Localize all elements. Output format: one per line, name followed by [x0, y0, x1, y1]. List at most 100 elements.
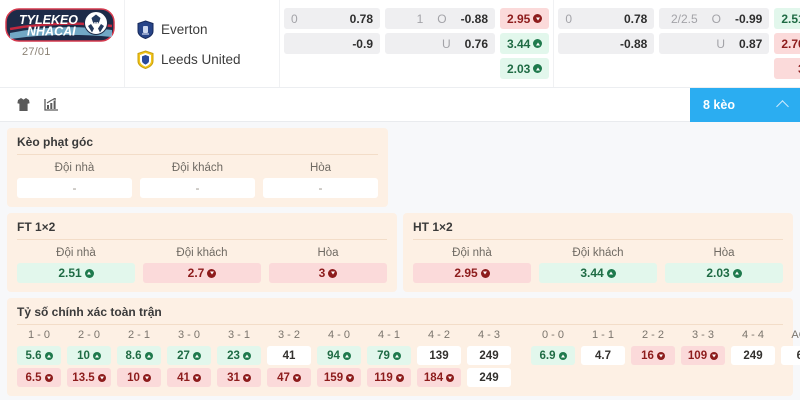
odds-value: 139	[429, 349, 449, 362]
handicap-cell[interactable]: -0.88	[558, 33, 655, 54]
arrow-up-icon	[533, 64, 543, 73]
arrow-up-icon	[558, 351, 567, 360]
correct-score-cell[interactable]: 109	[681, 346, 725, 365]
site-logo: TYLEKEO NHACAI VIN	[5, 8, 115, 42]
correct-score-header: 1 - 0	[27, 329, 50, 341]
ht-value-draw[interactable]: 2.03	[665, 263, 783, 283]
correct-score-cell[interactable]: 23	[217, 346, 261, 365]
leeds-crest-icon	[137, 49, 154, 69]
correct-score-header: 2 - 0	[77, 329, 100, 341]
correct-score-header: 3 - 1	[227, 329, 250, 341]
correct-score-cell[interactable]: 94	[317, 346, 361, 365]
correct-score-cell[interactable]: 10	[117, 368, 161, 387]
correct-score-cell[interactable]: 13.5	[67, 368, 111, 387]
correct-score-cell[interactable]: 5.6	[17, 346, 61, 365]
corner-value-home[interactable]: -	[17, 178, 132, 198]
correct-score-cell[interactable]: 41	[167, 368, 211, 387]
arrow-up-icon	[732, 268, 742, 278]
correct-score-cell[interactable]: 10	[67, 346, 111, 365]
arrow-down-icon	[207, 268, 217, 278]
correct-score-cell[interactable]: 16	[631, 346, 675, 365]
svg-text:TYLEKEO: TYLEKEO	[19, 13, 78, 27]
correct-score-cell[interactable]: 249	[731, 346, 775, 365]
odds-value: 4.7	[595, 349, 611, 362]
away-team-row[interactable]: Leeds United	[137, 44, 279, 74]
arrow-up-icon	[192, 351, 201, 360]
correct-score-cell[interactable]: 47	[267, 368, 311, 387]
correct-score-cell[interactable]: 64	[781, 346, 800, 365]
corner-col-home: Đội nhà -	[17, 158, 132, 198]
price-cell[interactable]: 2.03	[500, 58, 550, 79]
arrow-down-icon	[328, 268, 338, 278]
svg-text:NHACAI: NHACAI	[27, 25, 76, 39]
correct-score-header: 1 - 1	[591, 329, 614, 341]
ht-value-home[interactable]: 2.95	[413, 263, 531, 283]
correct-score-cell[interactable]: 184	[417, 368, 461, 387]
correct-score-cell[interactable]: 119	[367, 368, 411, 387]
ht-row: Đội nhà 2.95 Đội khách 3.44 Hòa	[413, 243, 783, 283]
correct-score-cell[interactable]: 8.6	[117, 346, 161, 365]
panel-title: Tỷ số chính xác toàn trận	[17, 305, 783, 325]
correct-score-header: 3 - 0	[177, 329, 200, 341]
panel-title: Kèo phạt góc	[17, 135, 378, 155]
panel-ht-1x2: HT 1×2 Đội nhà 2.95 Đội khách 3.44	[403, 213, 793, 292]
correct-score-cell[interactable]: 6.5	[17, 368, 61, 387]
odds-value: 41	[282, 349, 296, 362]
overunder-cell[interactable]: U 0.76	[385, 33, 495, 54]
ou-line: 1	[416, 11, 424, 26]
odds-value: 249	[743, 349, 763, 362]
ft-value-draw[interactable]: 3	[269, 263, 387, 283]
column-header: Đội khách	[176, 247, 228, 259]
overunder-cell[interactable]: U 0.87	[659, 33, 770, 54]
handicap-cell[interactable]: -0.9	[284, 33, 380, 54]
ft-value-home[interactable]: 2.51	[17, 263, 135, 283]
ou-line: 2/2.5	[670, 11, 698, 26]
price-cell[interactable]: 2.51	[774, 8, 800, 29]
correct-score-cell[interactable]: 41	[267, 346, 311, 365]
price-cell[interactable]: 3.44	[500, 33, 550, 54]
ou-side: U	[716, 36, 725, 51]
arrow-down-icon	[292, 373, 301, 382]
ft-col-draw: Hòa 3	[269, 243, 387, 283]
correct-score-cell[interactable]: 249	[467, 346, 511, 365]
correct-score-cell[interactable]: 4.7	[581, 346, 625, 365]
odds-row: 3	[558, 58, 800, 79]
price-cell[interactable]: 3	[774, 58, 800, 79]
handicap-line: 0	[565, 11, 573, 26]
arrow-down-icon	[710, 351, 719, 360]
ou-side: U	[441, 36, 451, 51]
price-cell[interactable]: 2.70	[774, 33, 800, 54]
panel-title: FT 1×2	[17, 220, 387, 240]
correct-score-cell[interactable]: 159	[317, 368, 361, 387]
ft-col-away: Đội khách 2.7	[143, 243, 261, 283]
corner-value-away[interactable]: -	[140, 178, 255, 198]
corner-value-draw[interactable]: -	[263, 178, 378, 198]
chart-icon[interactable]	[37, 94, 65, 116]
away-team-name: Leeds United	[161, 51, 241, 67]
odds-row: 0 0.78 1 O -0.88 2.95	[284, 8, 550, 29]
arrow-down-icon	[192, 373, 201, 382]
handicap-price: -0.9	[352, 36, 373, 51]
overunder-cell[interactable]: 1 O -0.88	[385, 8, 495, 29]
handicap-cell[interactable]: 0 0.78	[558, 8, 655, 29]
correct-score-cell[interactable]: 79	[367, 346, 411, 365]
column-header: Đội nhà	[54, 162, 95, 174]
correct-score-cell[interactable]: 27	[167, 346, 211, 365]
correct-score-cell[interactable]: 249	[467, 368, 511, 387]
correct-score-column: AOS 64	[781, 328, 800, 387]
price-cell[interactable]: 2.95	[500, 8, 550, 29]
arrow-up-icon	[342, 351, 351, 360]
ou-price: 0.76	[464, 36, 488, 51]
ht-value-away[interactable]: 3.44	[539, 263, 657, 283]
correct-score-cell[interactable]: 6.9	[531, 346, 575, 365]
jersey-icon[interactable]	[9, 94, 37, 116]
odds-value: 10	[127, 371, 140, 384]
keo-count-button[interactable]: 8 kèo	[690, 87, 800, 122]
overunder-cell[interactable]: 2/2.5 O -0.99	[659, 8, 770, 29]
correct-score-cell[interactable]: 139	[417, 346, 461, 365]
correct-score-cell[interactable]: 31	[217, 368, 261, 387]
handicap-cell[interactable]: 0 0.78	[284, 8, 380, 29]
overunder-cell-empty	[385, 58, 495, 79]
ft-value-away[interactable]: 2.7	[143, 263, 261, 283]
home-team-row[interactable]: Everton	[137, 14, 279, 44]
